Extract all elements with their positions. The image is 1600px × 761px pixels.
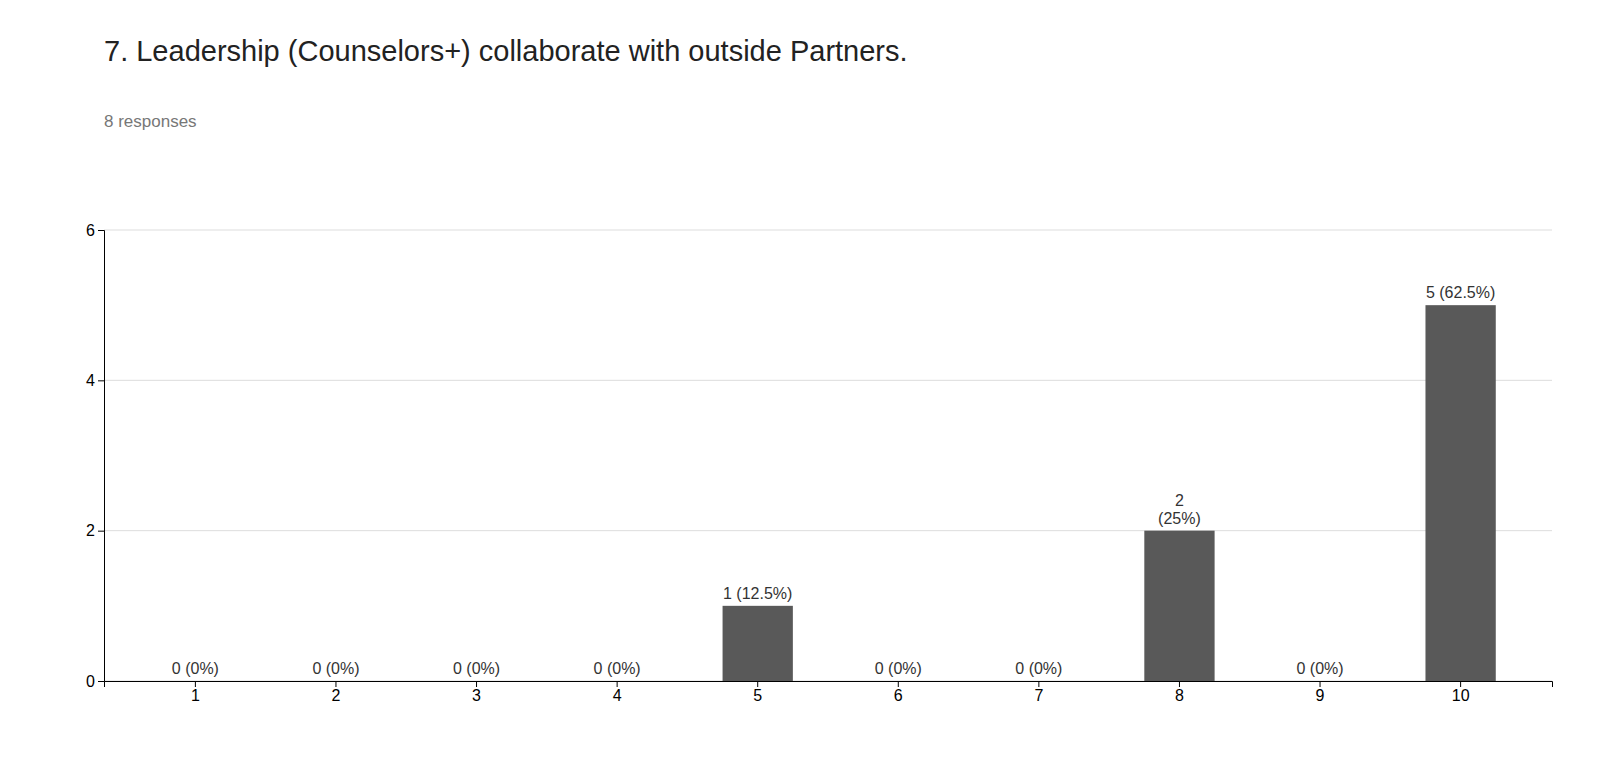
x-tick-mark <box>757 681 758 687</box>
x-tick: 7 <box>1034 681 1043 704</box>
y-tick: 2 <box>86 522 104 539</box>
x-tick-label: 4 <box>613 687 622 704</box>
x-tick-label: 7 <box>1034 687 1043 704</box>
y-tick-label: 6 <box>86 222 95 239</box>
x-axis-line <box>105 682 1553 688</box>
x-tick: 3 <box>472 681 481 704</box>
data-label-line: 0 (0%) <box>453 660 500 677</box>
y-tick-mark <box>98 681 104 682</box>
data-label-line: 0 (0%) <box>1015 660 1062 677</box>
grid <box>104 230 1552 681</box>
y-tick: 0 <box>86 673 104 690</box>
data-label-line: 0 (0%) <box>594 660 641 677</box>
y-tick: 6 <box>86 222 104 239</box>
x-tick-mark <box>195 681 196 687</box>
bar <box>1004 681 1074 682</box>
grid-line <box>104 530 1552 531</box>
x-tick: 2 <box>332 681 341 704</box>
data-label: 0 (0%) <box>453 660 500 677</box>
x-tick: 4 <box>613 681 622 704</box>
x-axis: 1 2 3 4 5 6 7 8 9 10 <box>105 681 1553 704</box>
bar <box>863 681 933 682</box>
data-label: 2(25%) <box>1158 492 1201 527</box>
data-label: 0 (0%) <box>1015 660 1062 677</box>
x-tick: 5 <box>753 681 762 704</box>
x-tick-label: 9 <box>1316 687 1325 704</box>
data-label: 0 (0%) <box>594 660 641 677</box>
x-tick-label: 5 <box>753 687 762 704</box>
x-tick-mark <box>898 681 899 687</box>
x-tick: 9 <box>1316 681 1325 704</box>
bar <box>1285 681 1355 682</box>
data-label-line: 0 (0%) <box>875 660 922 677</box>
bar <box>1425 305 1495 681</box>
data-label: 5 (62.5%) <box>1426 284 1495 301</box>
data-label-line: 0 (0%) <box>1296 660 1343 677</box>
x-tick-mark <box>1179 681 1180 687</box>
bar <box>441 681 511 682</box>
x-tick-mark <box>1038 681 1039 687</box>
grid-line <box>104 380 1552 381</box>
data-label: 0 (0%) <box>1296 660 1343 677</box>
y-tick-label: 2 <box>86 522 95 539</box>
y-tick-label: 4 <box>86 372 95 389</box>
x-tick: 1 <box>191 681 200 704</box>
x-tick: 6 <box>894 681 903 704</box>
x-tick-label: 2 <box>332 687 341 704</box>
grid-line <box>104 230 1552 231</box>
y-tick: 4 <box>86 372 104 389</box>
y-axis-line <box>98 231 105 682</box>
plot: 0 2 4 6 1 2 3 4 5 6 7 8 9 10 0 (0%) 0 (0%) 0 (0%) 0 (0%) 1… <box>86 222 1552 705</box>
data-label: 1 (12.5%) <box>723 585 792 602</box>
x-tick-mark <box>617 681 618 687</box>
title: 7. Leadership (Counselors+) collaborate … <box>104 35 908 67</box>
x-tick-label: 1 <box>191 687 200 704</box>
bar <box>1144 531 1214 681</box>
x-tick: 10 <box>1452 681 1470 704</box>
data-label-line: 0 (0%) <box>172 660 219 677</box>
bar <box>582 681 652 682</box>
y-tick-mark <box>98 380 104 381</box>
data-label: 0 (0%) <box>312 660 359 677</box>
data-labels: 0 (0%) 0 (0%) 0 (0%) 0 (0%) 1 (12.5%) 0 (0%) 0… <box>172 284 1495 677</box>
data-label-line: 1 (12.5%) <box>723 585 792 602</box>
chart: 7. Leadership (Counselors+) collaborate … <box>0 0 1600 761</box>
bar <box>301 681 371 682</box>
x-tick-label: 6 <box>894 687 903 704</box>
data-label-line: (25%) <box>1158 510 1201 527</box>
x-tick: 8 <box>1175 681 1184 704</box>
y-tick-mark <box>98 531 104 532</box>
y-tick-label: 0 <box>86 673 95 690</box>
x-tick-label: 8 <box>1175 687 1184 704</box>
x-tick-mark <box>476 681 477 687</box>
bar <box>160 681 230 682</box>
data-label-line: 2 <box>1175 492 1184 509</box>
data-label-line: 5 (62.5%) <box>1426 284 1495 301</box>
x-tick-label: 3 <box>472 687 481 704</box>
y-axis: 0 2 4 6 <box>86 222 104 690</box>
data-label: 0 (0%) <box>172 660 219 677</box>
y-tick-mark <box>98 230 104 231</box>
bar <box>723 606 793 681</box>
data-label-line: 0 (0%) <box>312 660 359 677</box>
x-tick-mark <box>1460 681 1461 687</box>
subtitle: 8 responses <box>104 112 197 131</box>
x-tick-label: 10 <box>1452 687 1470 704</box>
x-tick-mark <box>1320 681 1321 687</box>
bars <box>723 305 1496 681</box>
data-label: 0 (0%) <box>875 660 922 677</box>
x-tick-mark <box>335 681 336 687</box>
